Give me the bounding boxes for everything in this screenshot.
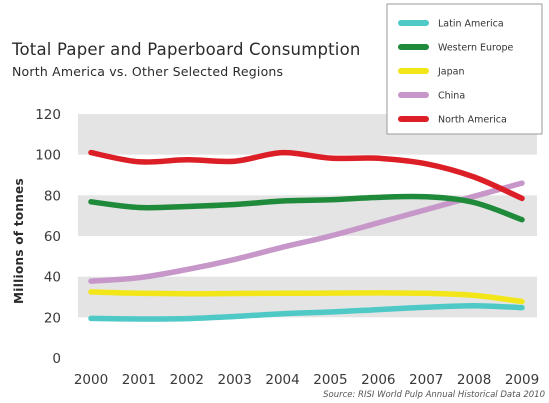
legend-label: China	[438, 91, 465, 102]
x-axis-ticks: 2000 2001 2002 2003 2004 2005 2006 2007 2008 2009	[74, 372, 539, 388]
y-tick-label: 120	[35, 107, 61, 123]
source-note: Source: RISI World Pulp Annual Historica…	[323, 390, 545, 400]
x-tick-label: 2009	[505, 372, 539, 388]
series-line-latin-america	[88, 302, 525, 322]
x-tick-label: 2000	[74, 372, 108, 388]
series-line-north-america	[88, 149, 525, 202]
y-tick-label: 60	[44, 229, 61, 245]
chart-title: Total Paper and Paperboard Consumption	[11, 40, 361, 59]
y-tick-label: 20	[44, 310, 61, 326]
x-tick-label: 2007	[409, 372, 443, 388]
y-tick-label: 100	[35, 148, 61, 164]
legend-label: Latin America	[438, 19, 504, 30]
x-tick-label: 2002	[170, 372, 204, 388]
y-tick-label: 0	[52, 351, 61, 367]
x-tick-label: 2006	[361, 372, 395, 388]
series-line-western-europe	[88, 193, 525, 223]
series-line-japan	[88, 289, 525, 305]
y-tick-label: 40	[44, 270, 61, 286]
legend-label: North America	[438, 115, 507, 126]
x-tick-label: 2004	[265, 372, 299, 388]
legend-label: Western Europe	[438, 43, 514, 54]
series-line-china	[88, 180, 525, 284]
x-tick-label: 2008	[457, 372, 491, 388]
x-tick-label: 2001	[122, 372, 156, 388]
series-lines	[88, 149, 525, 322]
legend: Latin America Western Europe Japan China Nor…	[386, 3, 543, 135]
x-tick-label: 2005	[313, 372, 347, 388]
grid-bands	[78, 114, 537, 318]
legend-label: Japan	[437, 67, 465, 78]
y-axis-ticks: 0 20 40 60 80 100 120	[35, 107, 61, 367]
x-tick-label: 2003	[217, 372, 251, 388]
y-tick-label: 80	[44, 188, 61, 204]
chart-subtitle: North America vs. Other Selected Regions	[12, 64, 283, 79]
y-axis-label: Millions of tonnes	[12, 178, 26, 304]
